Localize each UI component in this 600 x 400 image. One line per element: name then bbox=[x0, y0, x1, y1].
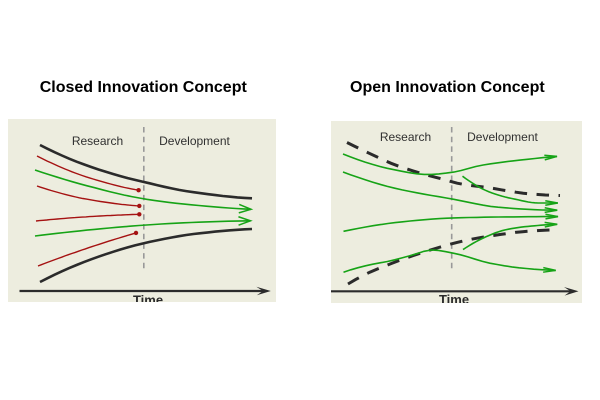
svg-text:Time: Time bbox=[133, 293, 163, 303]
svg-text:Research: Research bbox=[380, 130, 431, 144]
svg-text:Time: Time bbox=[439, 292, 469, 303]
svg-text:Development: Development bbox=[159, 134, 230, 148]
svg-text:Research: Research bbox=[72, 134, 123, 148]
svg-text:Development: Development bbox=[467, 130, 538, 144]
